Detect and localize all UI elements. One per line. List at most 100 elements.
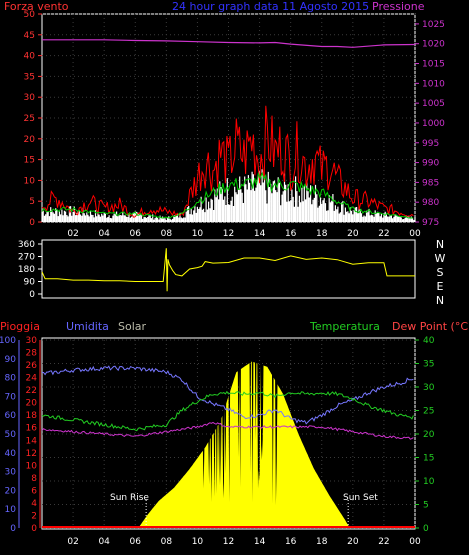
- humidity-tick-label: 20: [5, 486, 17, 496]
- wind-tick-label: 20: [24, 135, 36, 145]
- solar-area-series: [138, 361, 350, 528]
- temperature-tick-label: 40: [423, 336, 435, 346]
- rain-tick-label: 16: [26, 424, 38, 434]
- humidity-tick-label: 30: [5, 468, 17, 478]
- climate-time-tick-label: 10: [192, 537, 204, 547]
- climate-time-tick-label: 14: [254, 537, 266, 547]
- dewpoint-series: [41, 421, 414, 440]
- direction-tick-label: 0: [29, 290, 35, 300]
- temperature-tick-label: 0: [423, 524, 429, 534]
- time-tick-label: 16: [285, 229, 297, 239]
- pressure-tick-label: 975: [422, 218, 439, 228]
- rain-tick-label: 10: [26, 461, 38, 471]
- time-tick-label: 00: [409, 229, 421, 239]
- temperature-tick-label: 30: [423, 383, 435, 393]
- climate-time-tick-label: 04: [98, 537, 110, 547]
- climate-time-tick-label: 06: [130, 537, 142, 547]
- rain-tick-label: 12: [26, 449, 37, 459]
- compass-letter: N: [436, 294, 444, 307]
- climate-time-tick-label: 00: [409, 537, 421, 547]
- direction-panel-frame: [41, 239, 416, 299]
- chart-title: 24 hour graph data 11 Agosto 2015: [172, 0, 369, 13]
- wind-tick-label: 35: [24, 72, 35, 82]
- time-tick-label: 08: [161, 229, 173, 239]
- temperature-tick-label: 25: [423, 407, 434, 417]
- humidity-axis-title: Umidita: [66, 320, 109, 333]
- rain-tick-label: 6: [31, 486, 37, 496]
- time-tick-label: 04: [98, 229, 110, 239]
- wind-tick-label: 15: [24, 156, 35, 166]
- pressure-tick-label: 1005: [422, 99, 445, 109]
- rain-tick-label: 0: [31, 524, 37, 534]
- temperature-series: [41, 390, 414, 432]
- time-tick-label: 20: [347, 229, 359, 239]
- rain-tick-label: 4: [31, 499, 37, 509]
- humidity-tick-label: 90: [5, 355, 17, 365]
- pressure-tick-label: 1000: [422, 119, 445, 129]
- wind-direction-series: [41, 248, 415, 292]
- climate-time-tick-label: 12: [223, 537, 234, 547]
- pressure-tick-label: 1020: [422, 40, 445, 50]
- direction-tick-label: 180: [18, 265, 35, 275]
- rain-axis-title: Pioggia: [0, 320, 40, 333]
- rain-tick-label: 14: [26, 436, 38, 446]
- wind-tick-label: 50: [24, 10, 36, 20]
- temperature-tick-label: 35: [423, 360, 434, 370]
- time-tick-label: 14: [254, 229, 266, 239]
- wind-gust-series: [41, 105, 414, 218]
- pressure-tick-label: 1010: [422, 79, 445, 89]
- humidity-tick-label: 70: [5, 392, 17, 402]
- temperature-tick-label: 10: [423, 477, 435, 487]
- direction-tick-label: 360: [18, 240, 35, 250]
- time-tick-label: 06: [130, 229, 142, 239]
- wind-tick-label: 45: [24, 31, 35, 41]
- rain-tick-label: 8: [31, 474, 37, 484]
- humidity-tick-label: 100: [0, 336, 16, 346]
- direction-tick-label: 90: [24, 278, 36, 288]
- time-tick-label: 18: [316, 229, 328, 239]
- humidity-tick-label: 0: [10, 524, 16, 534]
- wind-axis-title: Forza vento: [4, 0, 69, 13]
- wind-tick-label: 25: [24, 114, 35, 124]
- rain-tick-label: 2: [31, 511, 37, 521]
- pressure-series: [42, 39, 416, 48]
- wind-average-series: [41, 171, 414, 219]
- compass-letter: E: [437, 280, 444, 293]
- dewpoint-axis-title: Dew Point (°C): [392, 320, 469, 333]
- pressure-tick-label: 990: [422, 159, 439, 169]
- wind-tick-label: 10: [24, 176, 36, 186]
- compass-letter: W: [435, 252, 446, 265]
- rain-tick-label: 18: [26, 411, 38, 421]
- rain-tick-label: 28: [26, 349, 38, 359]
- pressure-tick-label: 985: [422, 178, 439, 188]
- humidity-tick-label: 50: [5, 430, 17, 440]
- compass-letter: N: [436, 238, 444, 251]
- temperature-tick-label: 15: [423, 454, 434, 464]
- wind-tick-label: 0: [29, 218, 35, 228]
- climate-time-tick-label: 16: [285, 537, 297, 547]
- wind-tick-label: 5: [29, 197, 35, 207]
- solar-axis-title: Solar: [118, 320, 147, 333]
- direction-tick-label: 270: [18, 253, 35, 263]
- sunrise-annotation: Sun Rise: [110, 493, 149, 503]
- sunset-annotation: Sun Set: [343, 493, 378, 503]
- humidity-tick-label: 60: [5, 411, 17, 421]
- wind-tick-label: 40: [24, 52, 36, 62]
- pressure-tick-label: 1015: [422, 60, 445, 70]
- time-tick-label: 10: [192, 229, 204, 239]
- rain-tick-label: 26: [26, 361, 38, 371]
- climate-time-tick-label: 22: [378, 537, 389, 547]
- rain-tick-label: 24: [26, 374, 38, 384]
- climate-time-tick-label: 20: [347, 537, 359, 547]
- rain-tick-label: 30: [26, 336, 38, 346]
- time-tick-label: 22: [378, 229, 389, 239]
- humidity-tick-label: 10: [5, 505, 17, 515]
- pressure-tick-label: 1025: [422, 20, 445, 30]
- time-tick-label: 02: [67, 229, 78, 239]
- rain-tick-label: 22: [26, 386, 37, 396]
- rain-tick-label: 20: [26, 399, 38, 409]
- humidity-series: [41, 365, 414, 425]
- temperature-axis-title: Temperatura: [309, 320, 380, 333]
- climate-time-tick-label: 08: [161, 537, 173, 547]
